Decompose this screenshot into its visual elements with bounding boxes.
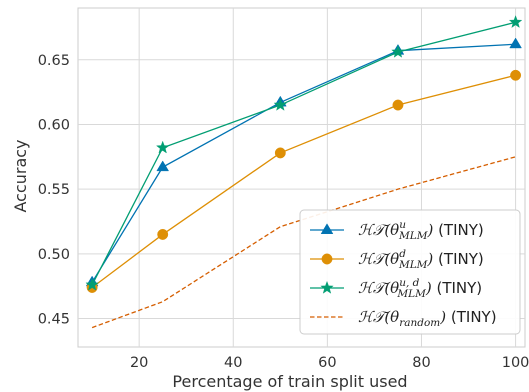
y-tick-label: 0.55 bbox=[38, 182, 70, 198]
data-point-2 bbox=[157, 228, 169, 240]
legend-box bbox=[299, 209, 521, 335]
data-point-3 bbox=[391, 44, 405, 58]
data-point-2 bbox=[510, 69, 522, 81]
y-axis-label: Accuracy bbox=[11, 139, 30, 212]
x-tick-label: 40 bbox=[224, 355, 242, 371]
legend-entry-1: ℋ𝒯(θu MLM) (TINY) bbox=[310, 219, 484, 242]
series-line-4 bbox=[91, 156, 516, 329]
x-axis-label: Percentage of train split used bbox=[172, 372, 407, 391]
data-point-2 bbox=[274, 147, 286, 159]
data-point-3 bbox=[155, 140, 170, 154]
legend-entry-2: ℋ𝒯(θd MLM) (TINY) bbox=[310, 248, 484, 271]
x-tick-label: 20 bbox=[130, 355, 148, 371]
x-tick-label: 100 bbox=[502, 355, 529, 371]
legend-entry-3: ℋ𝒯(θu, d MLM) (TINY) bbox=[310, 277, 482, 300]
legend-label: ℋ𝒯(θu, d MLM) (TINY) bbox=[358, 277, 482, 300]
data-point-1 bbox=[509, 37, 522, 49]
legend-marker bbox=[320, 280, 334, 294]
legend-marker bbox=[321, 253, 333, 265]
data-point-1 bbox=[156, 160, 170, 172]
x-tick-label: 60 bbox=[318, 355, 336, 371]
x-tick-label: 80 bbox=[412, 355, 430, 371]
legend-label: ℋ𝒯(θd MLM) (TINY) bbox=[358, 248, 484, 271]
y-tick-label: 0.65 bbox=[38, 53, 70, 69]
y-tick-label: 0.60 bbox=[38, 117, 70, 133]
series-lines bbox=[85, 15, 523, 329]
legend: ℋ𝒯(θu MLM) (TINY) ℋ𝒯(θd MLM) (TINY) ℋ𝒯(θu, d… bbox=[299, 209, 521, 335]
data-point-3 bbox=[273, 97, 288, 111]
data-point-3 bbox=[85, 277, 99, 291]
series-2 bbox=[86, 69, 522, 293]
data-point-2 bbox=[392, 99, 404, 111]
series-3 bbox=[85, 15, 523, 291]
legend-entry-4: ℋ𝒯(θrandom) (TINY) bbox=[310, 308, 497, 329]
tick-labels: 20 40 60 80 100 0.45 0.50 0.55 0.60 0.65 bbox=[38, 53, 529, 371]
series-4 bbox=[91, 156, 516, 329]
data-point-3 bbox=[508, 15, 523, 28]
legend-label: ℋ𝒯(θrandom) (TINY) bbox=[358, 308, 497, 329]
y-tick-label: 0.45 bbox=[38, 312, 70, 328]
legend-label: ℋ𝒯(θu MLM) (TINY) bbox=[358, 219, 484, 242]
legend-marker bbox=[320, 223, 334, 234]
y-tick-label: 0.50 bbox=[38, 247, 70, 263]
